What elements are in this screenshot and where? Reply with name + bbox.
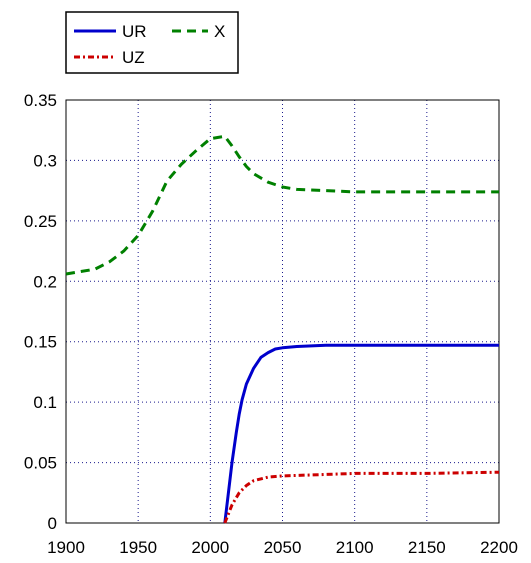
series-line-uz xyxy=(223,470,500,524)
x-tick-label: 2050 xyxy=(264,538,302,557)
y-tick-label: 0.35 xyxy=(24,91,57,110)
y-tick-label: 0.3 xyxy=(33,151,57,170)
y-tick-label: 0.05 xyxy=(24,454,57,473)
x-tick-label: 1900 xyxy=(47,538,85,557)
x-tick-label: 2000 xyxy=(191,538,229,557)
series-line-x xyxy=(65,134,499,276)
x-tick-label: 2100 xyxy=(336,538,374,557)
legend: UR X UZ xyxy=(65,11,239,74)
x-tick-label: 2200 xyxy=(480,538,518,557)
x-tick-label: 2150 xyxy=(408,538,446,557)
y-tick-label: 0.25 xyxy=(24,212,57,231)
plot-area-frame xyxy=(65,99,500,524)
legend-box xyxy=(65,11,239,74)
tick-labels: 1900 1950 2000 2050 2100 2150 2200 0 0.05 0.1 0.15… xyxy=(24,91,518,557)
legend-label-x: X xyxy=(214,22,225,41)
y-tick-label: 0.1 xyxy=(33,393,57,412)
legend-label-ur: UR xyxy=(122,22,147,41)
series-line-ur xyxy=(223,343,499,524)
y-tick-label: 0 xyxy=(48,514,57,533)
grid-lines xyxy=(66,100,499,523)
x-tick-label: 1950 xyxy=(119,538,157,557)
series-lines xyxy=(65,134,500,524)
y-tick-label: 0.2 xyxy=(33,272,57,291)
legend-label-uz: UZ xyxy=(122,48,145,67)
y-tick-label: 0.15 xyxy=(24,333,57,352)
